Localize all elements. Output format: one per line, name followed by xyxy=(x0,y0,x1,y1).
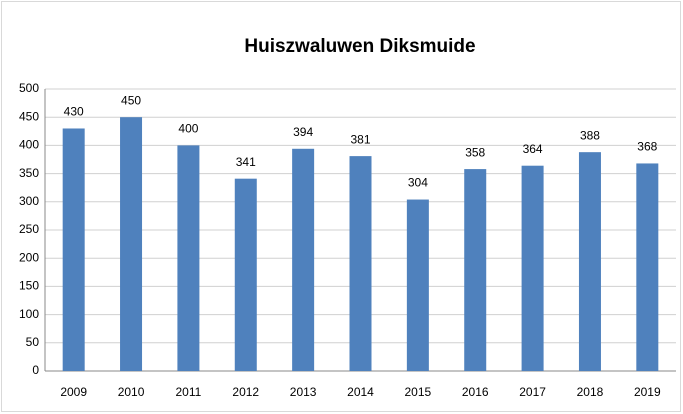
bar xyxy=(120,117,143,371)
bar xyxy=(578,152,601,371)
y-tick-label: 300 xyxy=(19,194,39,208)
bar xyxy=(521,165,544,371)
x-tick-label: 2016 xyxy=(462,385,489,399)
y-tick-label: 50 xyxy=(26,335,40,349)
data-label: 400 xyxy=(178,122,198,136)
data-label: 394 xyxy=(293,125,313,139)
bar xyxy=(62,128,85,371)
data-label: 430 xyxy=(64,105,84,119)
y-tick-label: 100 xyxy=(19,307,39,321)
y-tick-label: 400 xyxy=(19,138,39,152)
x-tick-label: 2013 xyxy=(290,385,317,399)
bar xyxy=(177,145,200,371)
bar xyxy=(292,148,315,371)
data-label: 368 xyxy=(637,140,657,154)
x-tick-label: 2018 xyxy=(577,385,604,399)
data-label: 450 xyxy=(121,93,141,107)
x-tick-label: 2011 xyxy=(176,385,202,399)
y-tick-label: 0 xyxy=(32,363,39,377)
x-tick-label: 2012 xyxy=(232,385,259,399)
data-label: 388 xyxy=(580,128,600,142)
y-tick-label: 450 xyxy=(19,109,39,123)
y-tick-label: 500 xyxy=(19,81,39,95)
x-tick-label: 2019 xyxy=(634,385,661,399)
data-label: 381 xyxy=(350,132,370,146)
y-tick-label: 350 xyxy=(19,166,39,180)
x-tick-label: 2015 xyxy=(405,385,432,399)
data-label: 304 xyxy=(408,176,428,190)
data-label: 358 xyxy=(465,145,485,159)
chart-title: Huiszwaluwen Diksmuide xyxy=(244,36,475,57)
data-label: 341 xyxy=(236,155,256,169)
bar xyxy=(349,156,372,371)
x-tick-label: 2017 xyxy=(519,385,546,399)
x-tick-label: 2010 xyxy=(118,385,145,399)
bar xyxy=(406,199,429,371)
bar xyxy=(464,169,487,371)
data-label: 364 xyxy=(523,142,543,156)
y-tick-label: 250 xyxy=(19,222,39,236)
bar xyxy=(234,178,257,371)
y-tick-label: 150 xyxy=(19,279,39,293)
x-tick-label: 2014 xyxy=(347,385,374,399)
bar xyxy=(636,163,659,371)
x-tick-label: 2009 xyxy=(60,385,87,399)
y-tick-label: 200 xyxy=(19,250,39,264)
